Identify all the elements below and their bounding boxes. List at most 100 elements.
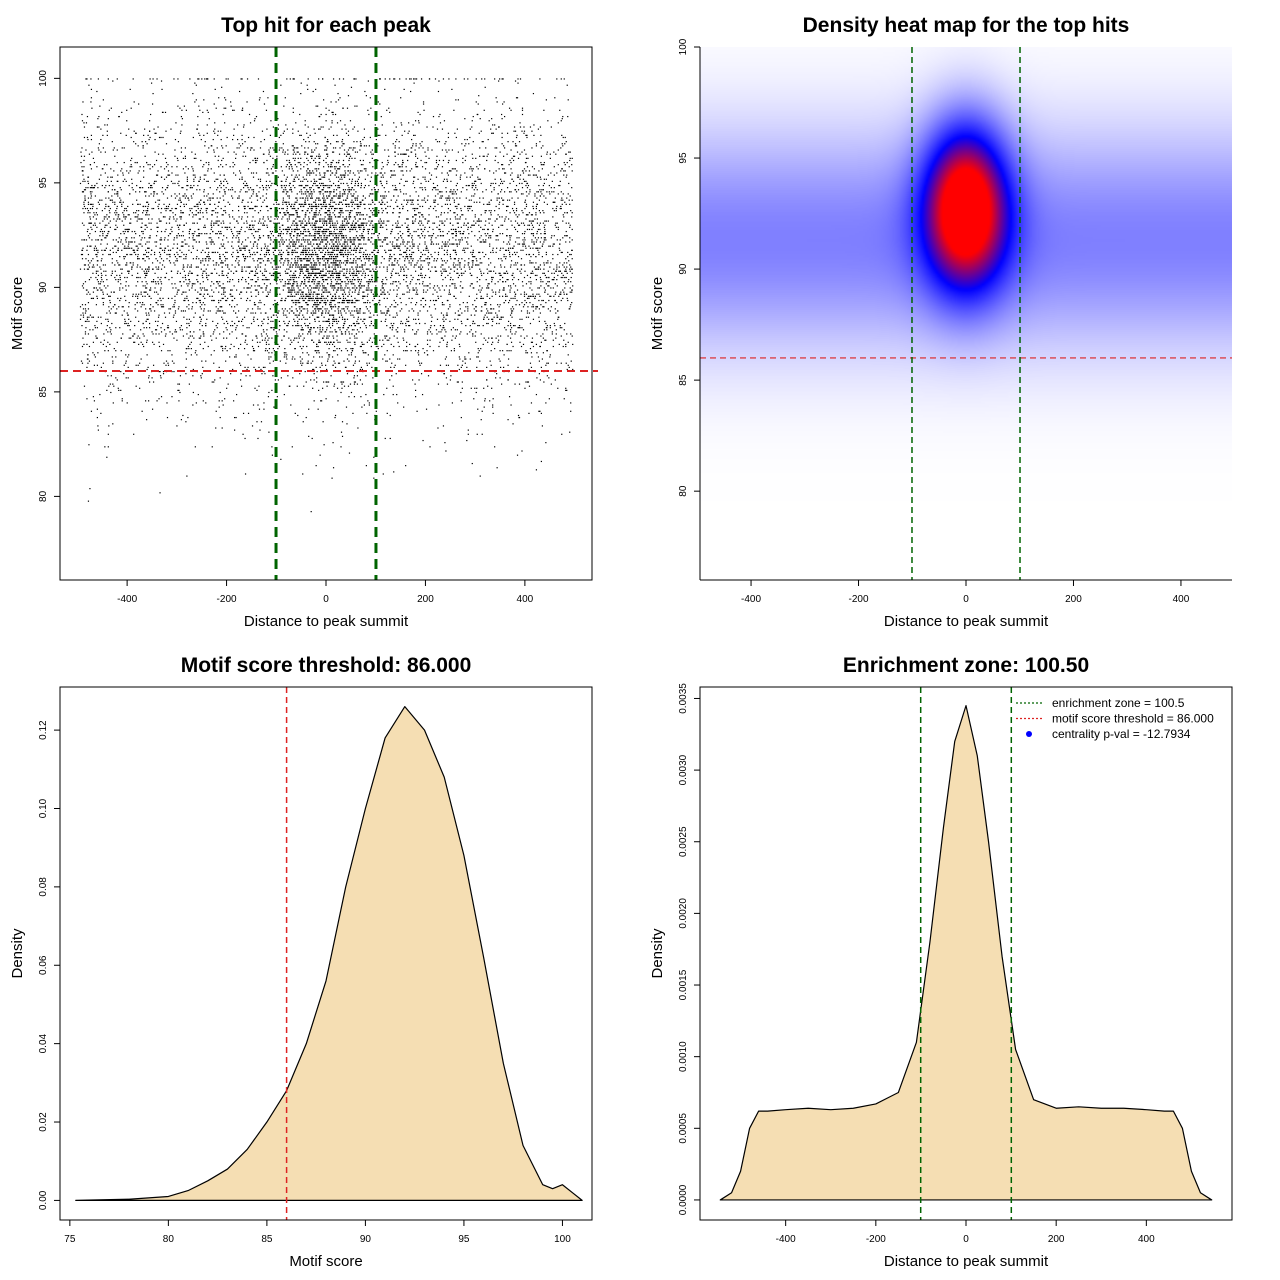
scatter-point — [449, 304, 451, 306]
scatter-point — [545, 302, 547, 304]
scatter-point — [484, 398, 486, 400]
scatter-point — [266, 260, 269, 262]
scatter-point — [335, 245, 338, 247]
scatter-point — [496, 101, 498, 103]
scatter-point — [174, 329, 177, 331]
scatter-point — [509, 329, 512, 331]
scatter-point — [420, 256, 422, 258]
scatter-point — [296, 251, 298, 254]
scatter-point — [467, 308, 469, 310]
scatter-point — [333, 272, 336, 274]
scatter-point — [410, 350, 412, 352]
scatter-point — [97, 147, 99, 149]
scatter-point — [323, 159, 325, 162]
scatter-point — [235, 356, 237, 358]
scatter-point — [149, 168, 151, 170]
scatter-point — [416, 289, 418, 291]
scatter-point — [295, 266, 297, 268]
scatter-point — [296, 237, 298, 239]
scatter-point — [157, 266, 160, 268]
scatter-point — [310, 207, 312, 210]
scatter-point — [439, 230, 442, 233]
scatter-point — [111, 356, 113, 358]
scatter-point — [412, 329, 414, 331]
scatter-point — [399, 297, 401, 300]
scatter-point — [406, 341, 408, 343]
scatter-point — [328, 207, 330, 210]
scatter-point — [381, 168, 383, 170]
scatter-point — [380, 310, 382, 312]
scatter-point — [326, 381, 328, 383]
scatter-point — [311, 437, 313, 440]
scatter-point — [446, 151, 448, 153]
scatter-point — [337, 245, 340, 247]
scatter-point — [339, 216, 341, 218]
scatter-point — [510, 341, 513, 343]
scatter-point — [85, 187, 87, 189]
scatter-point — [339, 193, 341, 195]
scatter-point — [328, 203, 330, 205]
scatter-point — [300, 360, 302, 362]
scatter-point — [223, 235, 225, 237]
scatter-point — [102, 281, 104, 283]
scatter-point — [83, 239, 86, 241]
scatter-point — [334, 310, 336, 312]
scatter-point — [486, 268, 488, 270]
scatter-point — [415, 145, 417, 147]
scatter-point — [197, 393, 199, 396]
scatter-point — [356, 205, 359, 208]
scatter-point — [506, 153, 508, 155]
scatter-point — [251, 279, 254, 281]
scatter-point — [396, 138, 398, 141]
scatter-point — [176, 237, 178, 239]
scatter-point — [365, 324, 367, 327]
scatter-point — [341, 299, 344, 302]
scatter-point — [344, 274, 346, 277]
scatter-point — [454, 287, 456, 289]
scatter-point — [424, 235, 426, 237]
scatter-point — [300, 224, 302, 226]
scatter-point — [194, 289, 196, 291]
scatter-point — [191, 233, 193, 235]
scatter-point — [407, 258, 409, 260]
scatter-point — [316, 256, 318, 258]
scatter-point — [348, 310, 350, 312]
scatter-point — [83, 136, 86, 139]
scatter-point — [299, 197, 301, 199]
scatter-point — [238, 195, 240, 197]
scatter-point — [570, 402, 572, 404]
scatter-point — [349, 268, 351, 270]
scatter-point — [561, 327, 563, 329]
scatter-point — [177, 233, 180, 235]
scatter-point — [569, 253, 571, 256]
scatter-point — [419, 212, 421, 214]
scatter-point — [443, 224, 446, 226]
scatter-point — [566, 262, 568, 264]
scatter-point — [373, 295, 375, 297]
scatter-point — [330, 375, 332, 377]
scatter-point — [90, 410, 93, 412]
scatter-point — [119, 201, 121, 203]
scatter-point — [376, 184, 378, 187]
scatter-point — [261, 258, 263, 260]
scatter-point — [319, 157, 321, 159]
scatter-point — [228, 214, 230, 216]
scatter-point — [316, 220, 318, 222]
scatter-point — [343, 149, 346, 151]
scatter-point — [551, 333, 553, 335]
scatter-point — [372, 201, 374, 203]
scatter-point — [314, 249, 316, 251]
scatter-point — [213, 283, 215, 285]
scatter-point — [427, 195, 429, 197]
scatter-point — [549, 356, 551, 358]
scatter-point — [325, 184, 327, 187]
scatter-point — [340, 239, 342, 241]
scatter-point — [319, 285, 321, 287]
scatter-point — [535, 279, 538, 281]
scatter-point — [491, 224, 493, 226]
scatter-point — [386, 268, 388, 270]
scatter-point — [331, 266, 333, 268]
scatter-point — [536, 239, 538, 241]
scatter-point — [471, 274, 473, 277]
scatter-point — [210, 272, 212, 274]
